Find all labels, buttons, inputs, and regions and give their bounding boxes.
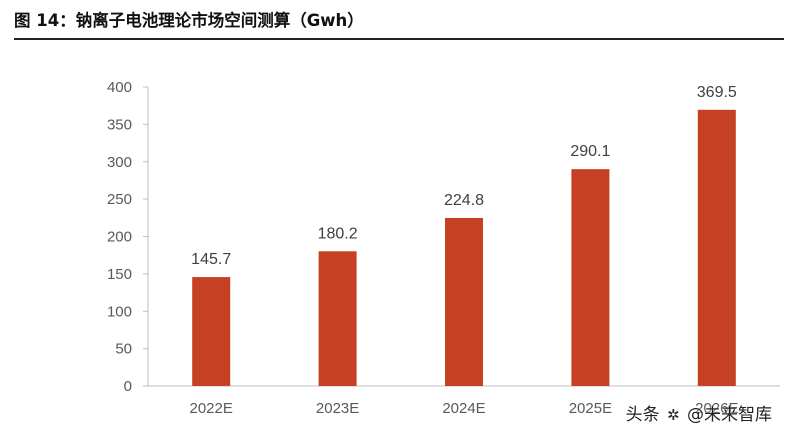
figure-title: 图 14：钠离子电池理论市场空间测算（Gwh） (14, 11, 364, 30)
bar (445, 217, 483, 386)
y-tick-label: 150 (107, 266, 132, 283)
y-tick-label: 200 (107, 229, 132, 246)
y-tick-label: 50 (115, 341, 132, 358)
y-tick-label: 0 (124, 378, 132, 395)
y-tick-label: 100 (107, 303, 132, 320)
watermark-prefix: 头条 (625, 405, 660, 425)
x-tick-label: 2022E (190, 400, 233, 417)
title-underline (14, 38, 784, 40)
x-tick-label: 2023E (316, 400, 359, 417)
y-tick-label: 300 (107, 154, 132, 171)
bar (571, 169, 610, 386)
bar (192, 277, 231, 386)
x-tick-label: 2024E (442, 400, 485, 417)
y-tick-label: 250 (107, 191, 132, 208)
y-tick-label: 400 (107, 79, 132, 96)
data-label: 180.2 (318, 225, 358, 242)
watermark: 头条 ✲ @未来智库 (626, 400, 772, 425)
data-label: 290.1 (570, 143, 610, 160)
x-tick-label: 2025E (569, 400, 612, 417)
x-tick-label: 2026E (695, 400, 738, 417)
watermark-icon: ✲ (667, 406, 680, 424)
data-label: 145.7 (191, 251, 231, 268)
y-tick-label: 350 (107, 116, 132, 133)
data-label: 369.5 (697, 84, 737, 101)
bar (697, 109, 736, 386)
bar (318, 251, 357, 386)
watermark-handle: @未来智库 (687, 405, 772, 425)
data-label: 224.8 (444, 192, 484, 209)
figure-header: 图 14：钠离子电池理论市场空间测算（Gwh） (14, 8, 784, 40)
